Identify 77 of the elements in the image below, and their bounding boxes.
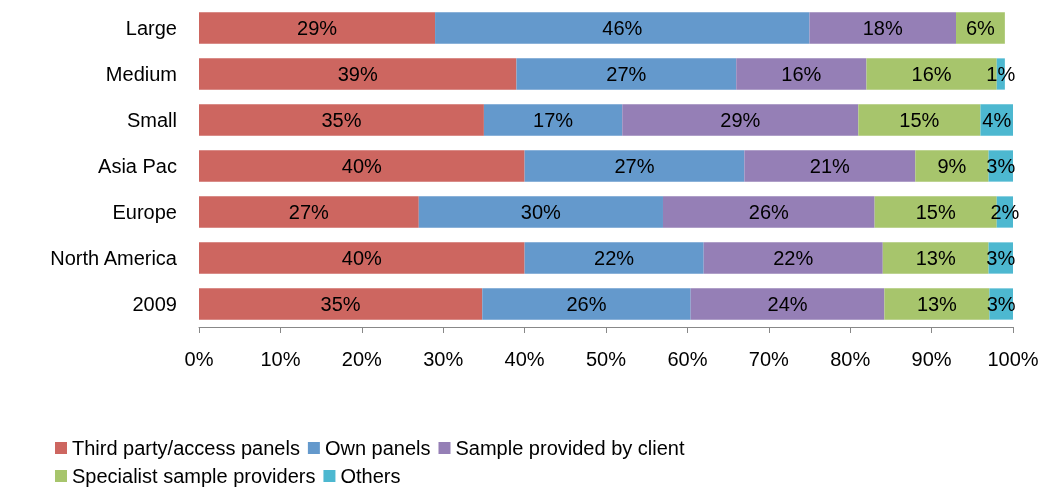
data-label: 35% — [321, 109, 362, 131]
data-label: 27% — [606, 63, 647, 85]
x-tick-label: 80% — [830, 348, 871, 370]
data-label: 40% — [341, 155, 383, 177]
y-tick-label: Large — [125, 17, 177, 39]
bar — [858, 104, 981, 136]
data-label: 46% — [602, 17, 643, 39]
data-label: 13% — [916, 293, 958, 315]
data-label: 15% — [915, 201, 956, 223]
data-label: 26% — [748, 201, 790, 223]
data-label: 35% — [320, 293, 361, 315]
legend-label: Specialist sample providers — [72, 465, 316, 487]
legend-label: Sample provided by client — [455, 437, 685, 459]
bar — [736, 58, 867, 90]
data-label: 9% — [937, 155, 967, 177]
data-label: 16% — [781, 63, 822, 85]
bar — [915, 150, 989, 182]
data-label: 27% — [614, 155, 655, 177]
data-label: 4% — [982, 109, 1012, 131]
bar — [199, 104, 484, 136]
bar — [516, 58, 737, 90]
legend-label: Third party/access panels — [72, 437, 300, 459]
bar — [199, 12, 436, 44]
legend-label: Others — [340, 465, 401, 487]
data-label: 13% — [915, 247, 956, 269]
data-label: 21% — [809, 155, 851, 177]
data-label: 15% — [899, 109, 940, 131]
data-label: 6% — [965, 17, 996, 39]
data-label: 26% — [566, 293, 607, 315]
data-label: 18% — [862, 17, 903, 39]
bar — [690, 288, 885, 320]
y-tick-label: Europe — [112, 201, 177, 223]
x-tick-label: 60% — [667, 348, 708, 370]
data-label: 1% — [986, 63, 1016, 85]
data-label: 27% — [288, 201, 330, 223]
bar — [622, 104, 859, 136]
x-tick-label: 100% — [987, 348, 1039, 370]
bar — [483, 104, 623, 136]
data-label: 39% — [337, 63, 378, 85]
data-label: 40% — [341, 247, 383, 269]
bar — [199, 242, 525, 274]
y-tick-label: Small — [126, 109, 177, 131]
bar — [199, 196, 419, 228]
data-label: 29% — [297, 17, 338, 39]
bar — [744, 150, 916, 182]
bar — [662, 196, 875, 228]
bar — [482, 288, 691, 320]
data-label: 24% — [767, 293, 808, 315]
data-label: 22% — [594, 247, 635, 269]
y-tick-label: Asia Pac — [98, 155, 177, 177]
data-label: 22% — [773, 247, 814, 269]
y-tick-label: North America — [50, 247, 178, 269]
bar — [435, 12, 810, 44]
bar — [809, 12, 957, 44]
x-tick-label: 20% — [341, 348, 383, 370]
x-tick-label: 10% — [260, 348, 301, 370]
x-tick-label: 90% — [911, 348, 952, 370]
x-tick-label: 50% — [585, 348, 627, 370]
bar — [524, 242, 704, 274]
data-label: 29% — [720, 109, 761, 131]
bar — [703, 242, 883, 274]
bar — [199, 58, 517, 90]
data-label: 17% — [533, 109, 574, 131]
legend-label: Own panels — [324, 437, 431, 459]
x-tick-label: 70% — [748, 348, 790, 370]
bar — [199, 150, 525, 182]
x-tick-label: 40% — [504, 348, 545, 370]
bar — [882, 242, 989, 274]
x-tick-label: 0% — [184, 348, 214, 370]
bar — [524, 150, 745, 182]
data-label: 16% — [911, 63, 952, 85]
bar — [418, 196, 663, 228]
y-tick-label: Medium — [105, 63, 177, 85]
data-label: 30% — [520, 201, 562, 223]
x-tick-label: 30% — [423, 348, 464, 370]
bar — [199, 288, 483, 320]
y-tick-label: 2009 — [132, 293, 177, 315]
